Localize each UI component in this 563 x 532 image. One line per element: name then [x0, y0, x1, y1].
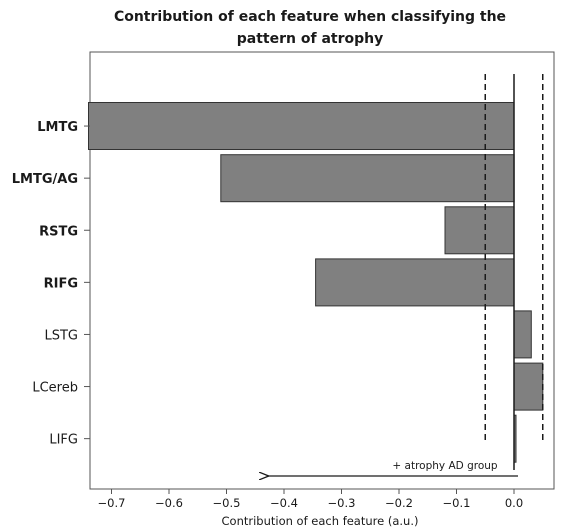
x-tick-label: −0.2	[385, 496, 413, 510]
x-tick-labels: −0.7 −0.6 −0.5 −0.4 −0.3 −0.2 −0.1 0.0	[98, 489, 523, 510]
y-tick-label: LCereb	[32, 381, 78, 396]
chart-title-line-1: Contribution of each feature when classi…	[114, 9, 506, 25]
x-tick-label: −0.5	[213, 496, 241, 510]
x-tick-label: −0.3	[328, 496, 356, 510]
bar-lcereb	[513, 362, 544, 411]
annotation-text: + atrophy AD group	[392, 460, 498, 472]
y-tick-label: LSTG	[44, 328, 78, 343]
plot-frame	[89, 51, 555, 490]
bar-rifg	[315, 258, 515, 307]
chart-title-line-2: pattern of atrophy	[237, 31, 383, 47]
y-tick-label: LMTG	[37, 120, 78, 135]
x-tick-label: 0.0	[505, 496, 523, 510]
x-axis-label: Contribution of each feature (a.u.)	[222, 514, 419, 528]
x-tick-label: −0.6	[155, 496, 183, 510]
y-tick-label: RIFG	[44, 276, 78, 291]
y-tick-label: LIFG	[49, 433, 78, 448]
x-tick-label: −0.7	[98, 496, 126, 510]
x-tick-label: −0.4	[270, 496, 298, 510]
bars-layer	[88, 102, 544, 463]
x-tick-label: −0.1	[443, 496, 471, 510]
bar-lmtg	[88, 102, 515, 150]
bar-rstg	[444, 206, 515, 255]
y-tick-label: LMTG/AG	[12, 172, 78, 187]
reference-lines-layer	[484, 74, 544, 470]
bar-lstg	[513, 310, 532, 359]
y-tick-label: RSTG	[39, 224, 78, 239]
bar-lmtg-ag	[220, 154, 515, 203]
y-tick-labels: LMTG LMTG/AG RSTG RIFG LSTG LCereb LIFG	[12, 120, 90, 448]
